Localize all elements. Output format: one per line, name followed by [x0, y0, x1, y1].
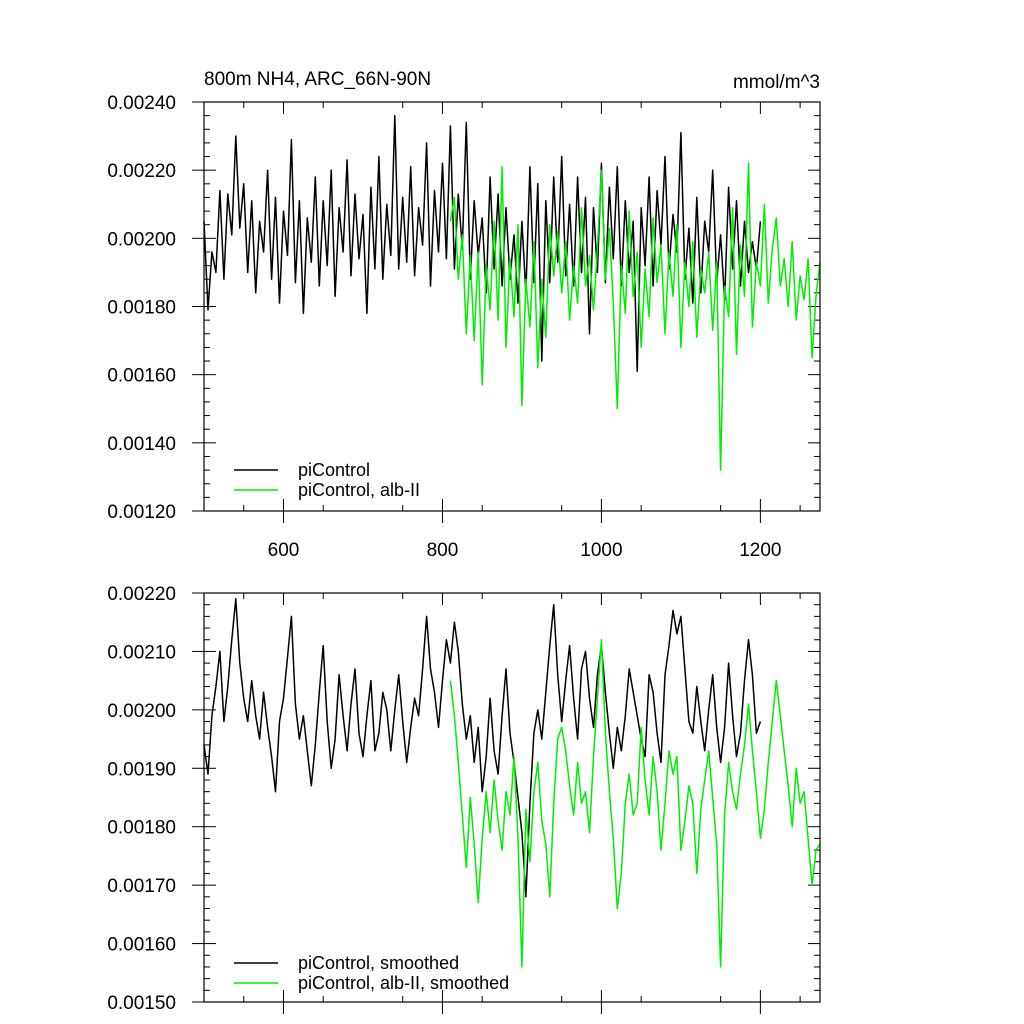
top-panel-title: 800m NH4, ARC_66N-90N	[204, 69, 431, 90]
y-tick-label: 0.00220	[107, 584, 176, 605]
x-tick-label: 1000	[580, 540, 622, 561]
series-line-picontrol-alb-ii	[449, 638, 821, 968]
y-tick-label: 0.00240	[107, 93, 176, 114]
y-tick-label: 0.00160	[107, 935, 176, 956]
series-line-picontrol-alb-ii	[449, 162, 821, 471]
bottom-panel: 0.00150 0.00160 0.00170 0.00180 0.00190 0.002…	[107, 584, 821, 1014]
x-tick-label: 600	[268, 540, 300, 561]
y-tick-label: 0.00210	[107, 642, 176, 663]
y-tick-label: 0.00180	[107, 818, 176, 839]
top-panel-lines	[203, 114, 821, 471]
series-line-picontrol	[203, 598, 762, 898]
top-panel-units: mmol/m^3	[733, 72, 820, 93]
top-panel-frame	[203, 101, 821, 512]
y-tick-label: 0.00140	[107, 434, 176, 455]
y-tick-label: 0.00120	[107, 502, 176, 523]
y-tick-label: 0.00160	[107, 366, 176, 387]
top-panel: 800m NH4, ARC_66N-90N mmol/m^3 600 800 100…	[107, 69, 821, 561]
legend-label: piControl, smoothed	[298, 953, 459, 973]
y-tick-label: 0.00200	[107, 229, 176, 250]
x-tick-label: 1200	[739, 540, 781, 561]
legend-label: piControl, alb-II	[298, 480, 420, 500]
bottom-panel-frame	[203, 592, 821, 1003]
top-panel-ticks: 600 800 1000 1200 0.00120 0.00140 0.00160 0.001…	[107, 93, 820, 561]
bottom-panel-ticks: 0.00150 0.00160 0.00170 0.00180 0.00190 0.002…	[107, 584, 820, 1014]
y-tick-label: 0.00150	[107, 993, 176, 1014]
legend-label: piControl, alb-II, smoothed	[298, 973, 509, 993]
y-tick-label: 0.00190	[107, 759, 176, 780]
legend-label: piControl	[298, 460, 370, 480]
bottom-panel-lines	[203, 598, 821, 968]
y-tick-label: 0.00200	[107, 701, 176, 722]
series-line-picontrol	[203, 114, 762, 373]
y-tick-label: 0.00220	[107, 161, 176, 182]
y-tick-label: 0.00170	[107, 876, 176, 897]
x-tick-label: 800	[427, 540, 459, 561]
y-tick-label: 0.00180	[107, 298, 176, 319]
